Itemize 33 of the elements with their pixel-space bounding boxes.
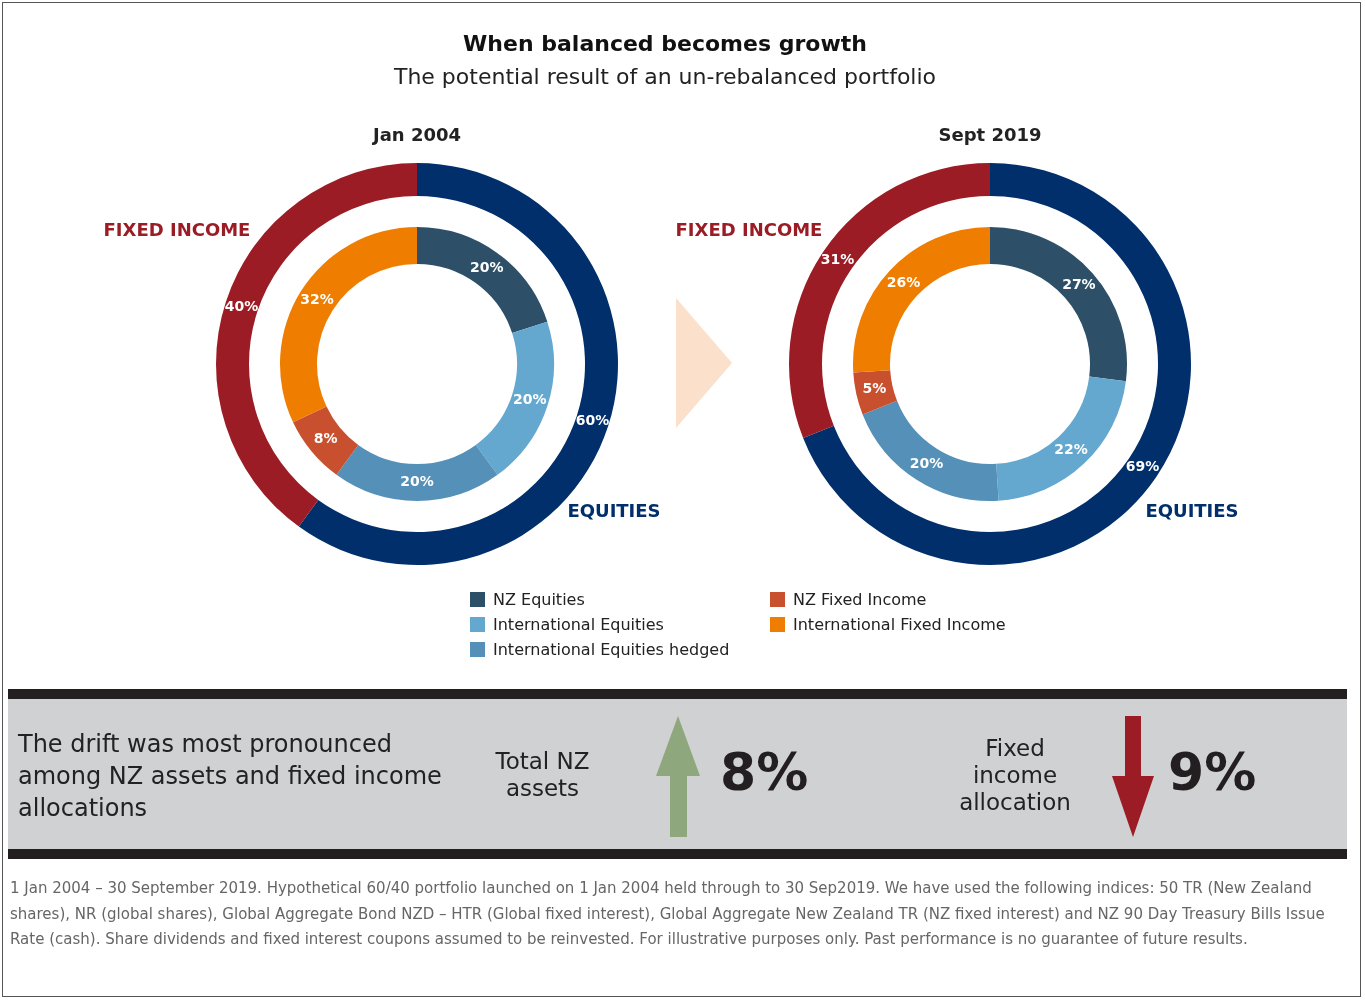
legend-label: NZ Equities [493, 590, 585, 609]
slice-label: EQUITIES [1144, 500, 1240, 521]
text: The drift was most pronounced among NZ assets and fixed income allocations [18, 729, 443, 824]
data-label: 60% [575, 411, 610, 428]
data-label: 22% [1054, 441, 1088, 458]
data-label: 27% [1062, 276, 1096, 293]
data-label: 69% [1125, 458, 1160, 475]
text: 8% [720, 742, 810, 802]
data-label: 31% [820, 250, 855, 267]
legend-label: International Equities hedged [493, 640, 730, 659]
text: When balanced becomes growth [462, 31, 868, 56]
slice-label: EQUITIES [566, 500, 662, 521]
data-label: 8% [313, 430, 338, 447]
legend-label: International Equities [493, 615, 664, 634]
data-label: 20% [400, 473, 434, 490]
data-label: 32% [300, 291, 334, 308]
data-label: 20% [469, 258, 504, 275]
data-label: 20% [909, 454, 944, 471]
chart-title: Sept 2019 [937, 124, 1043, 145]
legend-label: International Fixed Income [793, 615, 1006, 634]
text: 9% [1168, 742, 1258, 802]
chart-title: Jan 2004 [371, 124, 462, 145]
slice-label: FIXED INCOME [102, 219, 252, 240]
data-label: 26% [886, 273, 921, 290]
text: 1 Jan 2004 – 30 September 2019. Hypothetical 60/40 portfolio launched on 1 Jan 2004 held through to 30 Sep2019. We have used the following indices: 50 TR (New Zealand shares), NR (global shares), Global Aggregate Bond NZD – HTR (Global fixed interest), Global Aggregate New Zealand TR (NZ fixed interest) and NZ 90 Day Treasury Bills Issue Rate (cash). Share dividends and fixed interest coupons assumed to be reinvested. For illustrative purposes only. Past performance is no guarantee of future results. [10, 878, 1326, 950]
data-label: 5% [862, 380, 887, 397]
text: Fixed income allocation [958, 735, 1072, 816]
slice-label: FIXED INCOME [674, 219, 824, 240]
legend-label: NZ Fixed Income [793, 590, 927, 609]
text: Total NZ assets [494, 748, 591, 802]
text: The potential result of an un-rebalanced portfolio [392, 64, 938, 89]
data-label: 20% [512, 391, 547, 408]
data-label: 40% [224, 297, 259, 314]
